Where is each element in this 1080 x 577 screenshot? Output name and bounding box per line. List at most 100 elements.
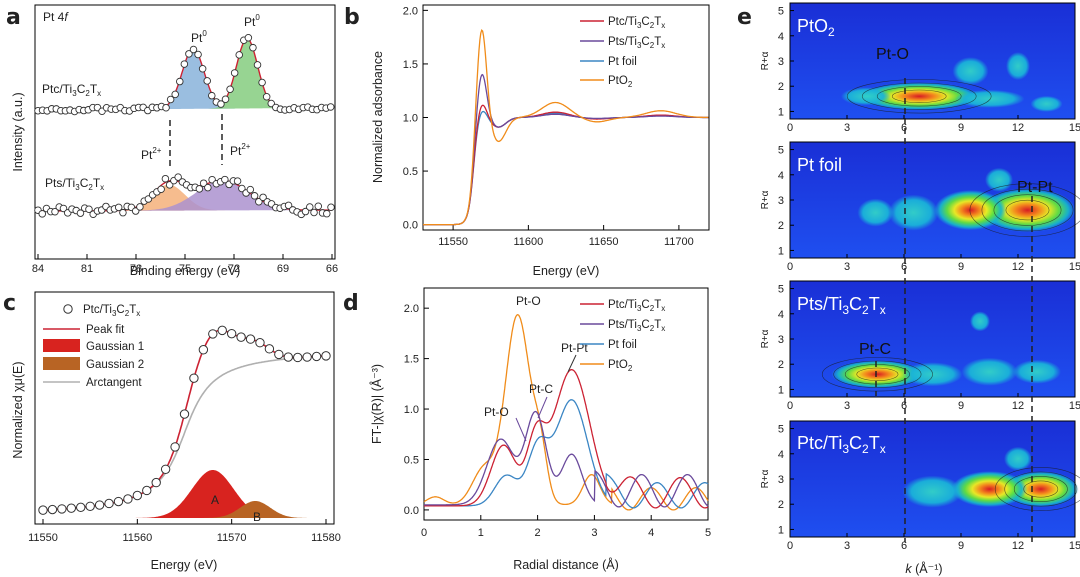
panel-a-x-ticks: 84 81 78 75 72 69 66 [32, 254, 338, 275]
panel-c-data-point [76, 502, 86, 513]
panel-e-map-ptc-blob [902, 475, 963, 508]
panel-c: c 11550 11560 11570 11580 Ptc/Ti3C2Tx Peak … [3, 291, 341, 572]
panel-d-xtick-label: 0 [421, 527, 427, 539]
panel-c-legend-g1-swatch [43, 339, 80, 352]
panel-a-pts-point [195, 185, 204, 193]
panel-d-ytick-label: 1.0 [404, 404, 419, 416]
panel-c-data-point [293, 352, 303, 363]
panel-d-frame [423, 287, 709, 521]
panel-e-xlabel: k (Å⁻¹) [905, 561, 942, 576]
panel-a-pts-point [246, 185, 255, 194]
panel-d-legend-pto2: PtO2 [608, 359, 633, 373]
panel-e-ylabel: R+α [760, 329, 771, 348]
panel-c-data-point [245, 334, 256, 344]
panel-e-xtick-label: 9 [958, 261, 964, 273]
panel-b: b 11550 11600 11650 11700 0.0 0.5 1.0 1.5 2.0 Pt… [344, 4, 710, 278]
panel-e-xtick-label: 15 [1069, 540, 1080, 552]
panel-b-xlabel: Energy (eV) [533, 264, 600, 278]
panel-a-pts-point [310, 208, 318, 217]
panel-b-ytick-label: 0.5 [403, 166, 418, 178]
panel-b-frame [422, 4, 710, 231]
panel-c-data-point [104, 498, 114, 509]
panel-a-ptc-point [176, 77, 184, 86]
panel-e-xtick-label: 9 [958, 540, 964, 552]
panel-e-ytick-label: 4 [778, 309, 784, 321]
panel-c-legend-sample: Ptc/Ti3C2Tx [83, 304, 140, 318]
panel-e-map-pto2-blob [1006, 52, 1030, 81]
panel-a-pts-point [255, 197, 263, 206]
panel-c-data-point [236, 332, 246, 342]
panel-e-ylabel: R+α [760, 469, 771, 488]
panel-e-map-pto2-contour [891, 89, 947, 103]
panel-c-legend-g1: Gaussian 1 [86, 341, 144, 353]
panel-e-xtick-label: 6 [901, 540, 907, 552]
panel-d-line-pto2 [423, 314, 709, 511]
panel-d-ytick-label: 0.5 [404, 454, 419, 466]
panel-e-map-ptfoil-contour [981, 188, 1074, 232]
panel-c-data-point [142, 485, 152, 496]
panel-e-ytick-label: 4 [778, 31, 784, 43]
panel-a-xtick-label: 69 [277, 263, 289, 275]
panel-a-ptc-point [262, 92, 271, 101]
panel-d-line-pts [424, 410, 709, 508]
panel-e-xtick-label: 0 [787, 261, 793, 273]
panel-e-map-ptfoil-blob [857, 198, 894, 227]
panel-c-gaussian-2 [43, 501, 326, 518]
panel-c-data-point [57, 504, 67, 514]
panel-e-map-pts-contour [844, 364, 910, 385]
panel-d-xtick-label: 3 [591, 527, 597, 539]
panel-e-map-ptc-contour [1004, 471, 1078, 507]
panel-e-ann-ptpt: Pt-Pt [1017, 179, 1053, 196]
panel-a-ptc-point [185, 50, 193, 58]
panel-a-ptc-point [230, 69, 239, 77]
panel-c-data-point [198, 345, 209, 355]
panel-c-label: c [3, 291, 16, 316]
panel-d-xtick-label: 4 [648, 527, 654, 539]
panel-a-ptc-point [189, 45, 198, 54]
panel-e-xtick-label: 12 [1012, 400, 1024, 412]
panel-c-data-point [226, 328, 237, 339]
panel-e-xtick-label: 6 [901, 261, 907, 273]
panel-c-data-point [283, 352, 293, 362]
panel-a-ptc-point [203, 77, 211, 85]
panel-e-map-ptfoil-contour [1005, 199, 1050, 221]
panel-e-xtick-label: 12 [1012, 261, 1024, 273]
panel-c-data-point [311, 351, 322, 362]
panel-a-pts-point [136, 203, 144, 211]
panel-a-ptc-point [235, 51, 243, 59]
panel-e-map-ptfoil-blob [934, 190, 1007, 231]
panel-d-arrow-pto [515, 417, 527, 442]
panel-d-ann-ptc: Pt-C [529, 382, 553, 396]
panel-e-ytick-label: 1 [778, 384, 784, 396]
panel-e-ytick-label: 1 [778, 245, 784, 257]
panel-a-ptc-point [226, 85, 234, 93]
panel-e-ann-ptc: Pt-C [859, 341, 891, 358]
panel-e-map-pto2-contour [861, 82, 977, 110]
panel-a-ptc-point [258, 78, 266, 87]
panel-e-label: e [737, 5, 752, 30]
panel-d-xtick-label: 1 [478, 527, 484, 539]
panel-a-pts-point [161, 174, 170, 183]
panel-e-ytick-label: 3 [778, 195, 784, 207]
panel-a-xtick-label: 72 [228, 263, 240, 275]
panel-c-data-point [47, 504, 58, 515]
panel-e-map-pts-blob [961, 357, 1018, 386]
panel-b-ticks: 11550 11600 11650 11700 0.0 0.5 1.0 1.5 2.0 [403, 5, 694, 248]
panel-c-xtick-label: 11570 [217, 532, 247, 544]
panel-e-xtick-label: 0 [787, 400, 793, 412]
panel-e-map-ptc-contour [1023, 480, 1059, 498]
panel-a-pts-point [38, 210, 46, 218]
panel-c-data-point [208, 329, 218, 339]
panel-a-ptc-point [162, 104, 170, 112]
panel-c-legend-g2-swatch [43, 357, 80, 370]
panel-a-pts-peak-fill [38, 184, 332, 211]
panel-a-ptc-point [194, 50, 202, 59]
panel-a-ptc-point [180, 60, 189, 68]
panel-b-legend-pts: Pts/Ti3C2Tx [608, 36, 665, 50]
panel-c-data-point [264, 344, 275, 354]
panel-d-line-foil [424, 399, 709, 509]
panel-e-title-4: Ptc/Ti3C2Tx [797, 433, 886, 456]
panel-e-ylabel: R+α [760, 51, 771, 70]
panel-a: a Pt 4f Ptc/Ti3C2Tx Pts/Ti3C2Tx Pt0 Pt0 … [6, 4, 338, 278]
